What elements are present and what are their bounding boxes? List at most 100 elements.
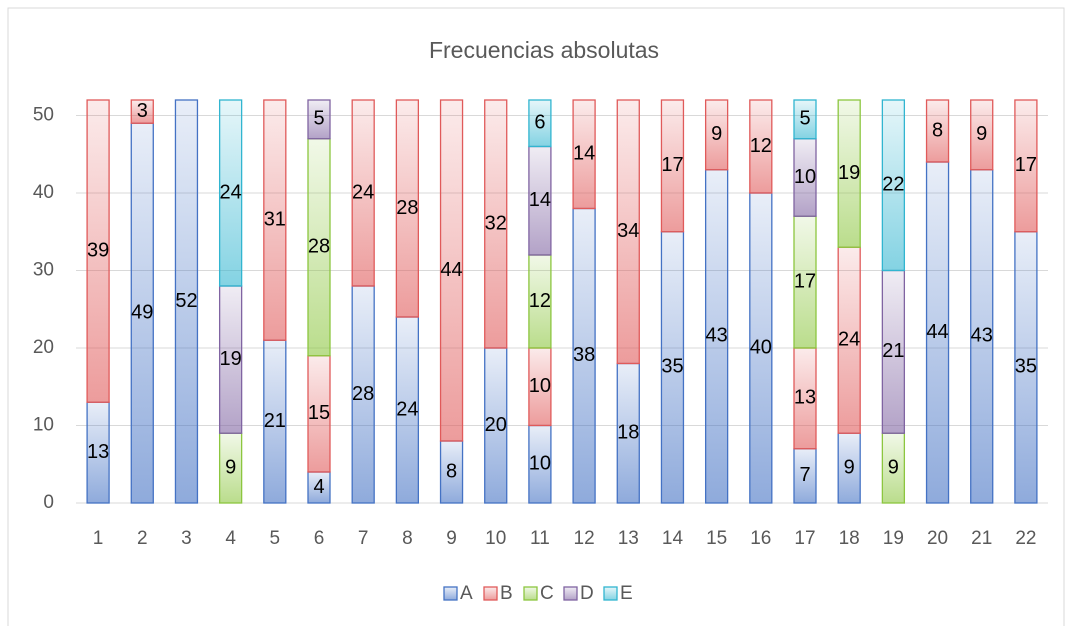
data-label: 43 [706, 325, 728, 347]
data-label: 24 [352, 181, 374, 203]
data-label: 28 [308, 236, 330, 258]
data-label: 38 [573, 344, 595, 366]
legend-swatch [603, 586, 618, 601]
bar-segment [925, 99, 950, 163]
data-label: 5 [313, 108, 324, 130]
legend-swatch [563, 586, 578, 601]
x-tick-label: 22 [1015, 528, 1036, 549]
bar-segment [660, 99, 685, 233]
data-label: 28 [396, 197, 418, 219]
data-label: 3 [137, 100, 148, 122]
bar-segment [704, 99, 729, 171]
bar-segment [263, 99, 287, 341]
data-label: 34 [617, 220, 639, 242]
legend-label: B [500, 583, 513, 604]
data-label: 18 [617, 422, 639, 444]
x-tick-label: 6 [314, 528, 325, 549]
bar-segment [528, 99, 552, 148]
x-tick-label: 13 [618, 528, 639, 549]
data-label: 9 [711, 123, 722, 145]
bar-segment [572, 99, 596, 210]
data-label: 44 [440, 259, 462, 281]
x-tick-label: 20 [927, 528, 948, 549]
bar-segment [749, 99, 773, 194]
data-label: 24 [396, 398, 418, 420]
x-tick-label: 10 [485, 528, 506, 549]
x-tick-label: 21 [971, 528, 992, 549]
data-label: 9 [976, 123, 987, 145]
y-tick-label: 10 [33, 415, 54, 436]
x-tick-label: 9 [446, 528, 457, 549]
data-label: 8 [932, 119, 943, 141]
x-tick-label: 2 [137, 528, 148, 549]
legend-swatch [523, 586, 538, 601]
data-label: 12 [750, 135, 772, 157]
data-label: 13 [87, 441, 109, 463]
data-label: 14 [529, 189, 551, 211]
bar-segment [218, 99, 243, 287]
y-tick-label: 20 [33, 337, 54, 358]
data-label: 20 [485, 414, 507, 436]
bar-segment [130, 99, 154, 124]
bar-segment [793, 99, 817, 140]
data-label: 24 [838, 329, 860, 351]
bar-segment [174, 99, 199, 504]
x-tick-label: 7 [358, 528, 369, 549]
x-tick-label: 5 [270, 528, 281, 549]
x-tick-label: 1 [93, 528, 104, 549]
data-label: 17 [794, 270, 816, 292]
data-label: 13 [794, 387, 816, 409]
data-label: 12 [529, 290, 551, 312]
data-label: 17 [661, 154, 683, 176]
bar-segment [395, 99, 420, 318]
bar-segment [86, 99, 110, 403]
legend-label: C [540, 583, 554, 604]
data-label: 5 [799, 108, 810, 130]
x-tick-label: 8 [402, 528, 413, 549]
x-tick-label: 4 [225, 528, 236, 549]
legend-swatch [443, 586, 458, 601]
data-label: 43 [971, 325, 993, 347]
y-tick-label: 30 [33, 260, 54, 281]
x-tick-label: 3 [181, 528, 192, 549]
y-tick-label: 50 [33, 105, 54, 126]
bar-segment [439, 99, 464, 442]
bar-segment [484, 99, 508, 349]
x-tick-label: 11 [530, 528, 550, 549]
data-label: 9 [844, 456, 855, 478]
bar-segment [881, 99, 906, 272]
data-label: 10 [794, 166, 816, 188]
chart-title: Frecuencias absolutas [429, 37, 659, 63]
data-label: 19 [838, 162, 860, 184]
data-label: 21 [882, 340, 904, 362]
legend-label: D [580, 583, 594, 604]
data-label: 44 [926, 321, 948, 343]
data-label: 10 [529, 375, 551, 397]
data-label: 17 [1015, 154, 1037, 176]
data-label: 7 [799, 464, 810, 486]
data-label: 35 [1015, 356, 1037, 378]
data-label: 24 [220, 181, 242, 203]
data-label: 15 [308, 402, 330, 424]
legend-label: E [620, 583, 633, 604]
bar-segment [837, 99, 861, 248]
legend-swatch [483, 586, 498, 601]
data-label: 52 [175, 290, 197, 312]
y-tick-label: 40 [33, 182, 54, 203]
x-tick-label: 16 [750, 528, 771, 549]
x-tick-label: 15 [706, 528, 727, 549]
data-label: 10 [529, 453, 551, 475]
legend-label: A [460, 583, 473, 604]
data-label: 22 [882, 174, 904, 196]
data-label: 39 [87, 239, 109, 261]
data-label: 6 [534, 112, 545, 134]
data-label: 49 [131, 301, 153, 323]
data-label: 40 [750, 336, 772, 358]
data-label: 9 [888, 456, 899, 478]
x-tick-label: 12 [574, 528, 595, 549]
data-label: 19 [220, 348, 242, 370]
bar-segment [616, 99, 640, 365]
x-tick-label: 18 [839, 528, 860, 549]
x-tick-label: 14 [662, 528, 684, 549]
